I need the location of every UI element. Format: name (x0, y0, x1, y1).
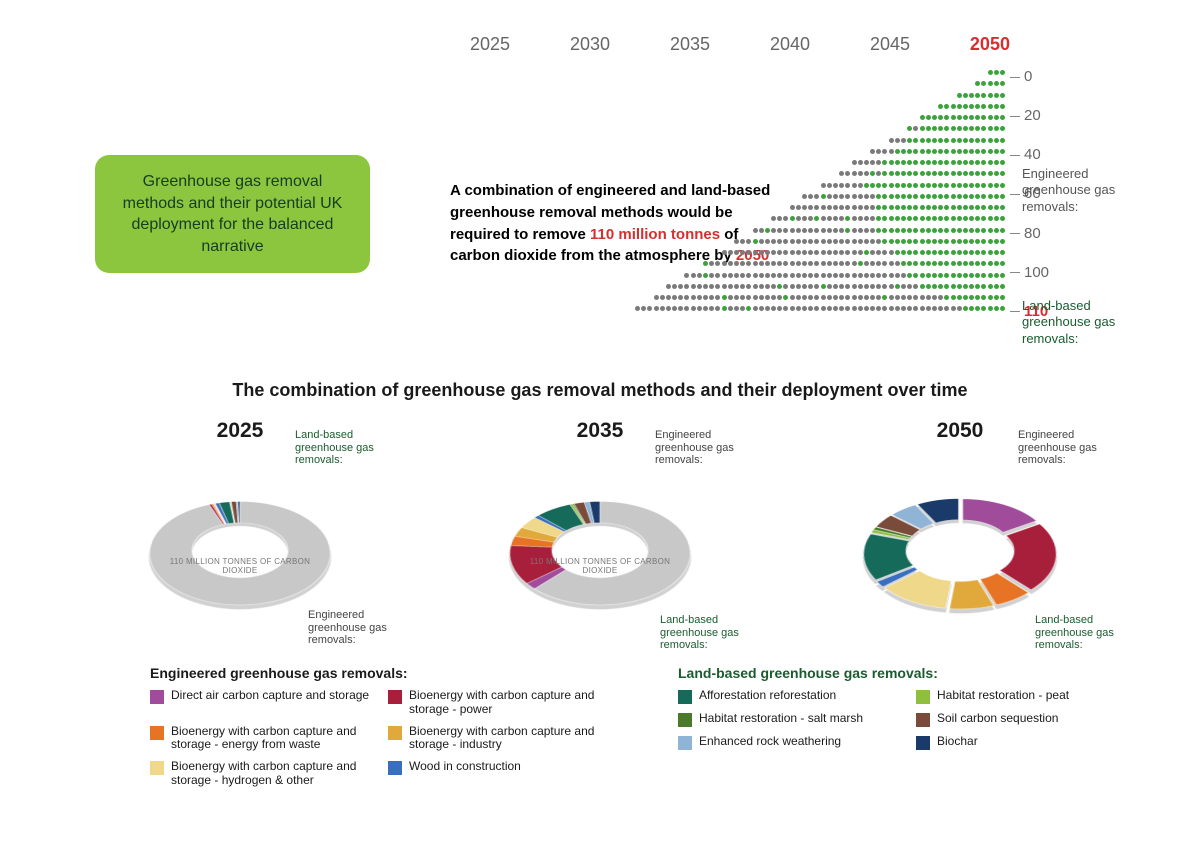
legend-swatch (150, 690, 164, 704)
legend-swatch (678, 690, 692, 704)
callout-land: Land-based greenhouse gas removals: (660, 614, 770, 652)
x-axis: 2025 2030 2035 2040 2045 2050 (470, 34, 1010, 55)
dot-grid (475, 70, 1005, 320)
donuts-row: 2025110 MILLION TONNES OF CARBON DIOXIDE… (0, 419, 1200, 649)
legend-swatch (388, 690, 402, 704)
legend-item: Afforestation reforestation (678, 689, 898, 704)
legend-item: Soil carbon sequestion (916, 712, 1136, 727)
donut-2035 (490, 497, 710, 612)
callout-land: Land-based greenhouse gas removals: (1035, 614, 1130, 652)
legend-engineered: Engineered greenhouse gas removals: Dire… (150, 665, 608, 788)
donut-2050 (850, 497, 1070, 612)
legend-label: Bioenergy with carbon capture and storag… (409, 689, 608, 717)
legend-swatch (150, 726, 164, 740)
callout-eng: Engineered greenhouse gas removals: (655, 429, 770, 467)
dot-chart: 202520302035204020452050 020406080100110 (470, 40, 1010, 320)
legend-swatch (916, 713, 930, 727)
legend-land-grid: Afforestation reforestation Habitat resto… (678, 689, 1136, 750)
legend-label: Bioenergy with carbon capture and storag… (409, 725, 608, 753)
legend-item: Biochar (916, 735, 1136, 750)
x-axis-label: 2030 (570, 34, 610, 55)
right-label-engineered: Engineered greenhouse gas removals: (1022, 166, 1152, 215)
legend-item: Bioenergy with carbon capture and storag… (150, 760, 370, 788)
legends: Engineered greenhouse gas removals: Dire… (150, 665, 1140, 788)
legend-label: Bioenergy with carbon capture and storag… (171, 725, 370, 753)
x-axis-label: 2050 (970, 34, 1010, 55)
donuts-section: The combination of greenhouse gas remova… (0, 380, 1200, 649)
donut-center-label: 110 MILLION TONNES OF CARBON DIOXIDE (155, 557, 325, 575)
x-axis-label: 2025 (470, 34, 510, 55)
donut-wrap: 2035110 MILLION TONNES OF CARBON DIOXIDE… (430, 419, 770, 649)
legend-label: Habitat restoration - peat (937, 689, 1069, 703)
y-axis-label: 40 (1010, 146, 1050, 163)
legend-swatch (916, 736, 930, 750)
legend-swatch (150, 761, 164, 775)
section2-title: The combination of greenhouse gas remova… (0, 380, 1200, 401)
legend-item: Bioenergy with carbon capture and storag… (150, 725, 370, 753)
legend-label: Wood in construction (409, 760, 521, 774)
legend-label: Enhanced rock weathering (699, 735, 841, 749)
callout-land: Land-based greenhouse gas removals: (295, 429, 410, 467)
legend-label: Habitat restoration - salt marsh (699, 712, 863, 726)
legend-item: Enhanced rock weathering (678, 735, 898, 750)
title-box: Greenhouse gas removal methods and their… (95, 155, 370, 273)
legend-label: Direct air carbon capture and storage (171, 689, 369, 703)
legend-item: Bioenergy with carbon capture and storag… (388, 725, 608, 753)
y-axis-label: 20 (1010, 107, 1050, 124)
legend-eng-grid: Direct air carbon capture and storage Bio… (150, 689, 608, 788)
legend-eng-header: Engineered greenhouse gas removals: (150, 665, 608, 681)
legend-swatch (678, 736, 692, 750)
legend-item: Bioenergy with carbon capture and storag… (388, 689, 608, 717)
legend-item: Wood in construction (388, 760, 608, 788)
donut-center-label: 110 MILLION TONNES OF CARBON DIOXIDE (515, 557, 685, 575)
right-label-land: Land-based greenhouse gas removals: (1022, 298, 1152, 347)
legend-item: Habitat restoration - salt marsh (678, 712, 898, 727)
legend-swatch (916, 690, 930, 704)
legend-item: Direct air carbon capture and storage (150, 689, 370, 717)
legend-swatch (388, 761, 402, 775)
y-axis-label: 100 (1010, 264, 1050, 281)
legend-label: Bioenergy with carbon capture and storag… (171, 760, 370, 788)
y-axis-label: 80 (1010, 225, 1050, 242)
x-axis-label: 2035 (670, 34, 710, 55)
donut-wrap: 2025110 MILLION TONNES OF CARBON DIOXIDE… (70, 419, 410, 649)
x-axis-label: 2040 (770, 34, 810, 55)
legend-label: Soil carbon sequestion (937, 712, 1058, 726)
callout-eng: Engineered greenhouse gas removals: (308, 609, 410, 647)
legend-item: Habitat restoration - peat (916, 689, 1136, 704)
legend-label: Biochar (937, 735, 978, 749)
legend-label: Afforestation reforestation (699, 689, 836, 703)
legend-swatch (678, 713, 692, 727)
callout-eng: Engineered greenhouse gas removals: (1018, 429, 1130, 467)
y-axis-label: 0 (1010, 68, 1050, 85)
donut-wrap: 2050Land-based greenhouse gas removals:E… (790, 419, 1130, 649)
top-section: Greenhouse gas removal methods and their… (0, 40, 1200, 330)
legend-land-header: Land-based greenhouse gas removals: (678, 665, 1136, 681)
donut-2025 (130, 497, 350, 612)
x-axis-label: 2045 (870, 34, 910, 55)
legend-swatch (388, 726, 402, 740)
legend-land: Land-based greenhouse gas removals: Affo… (678, 665, 1136, 788)
